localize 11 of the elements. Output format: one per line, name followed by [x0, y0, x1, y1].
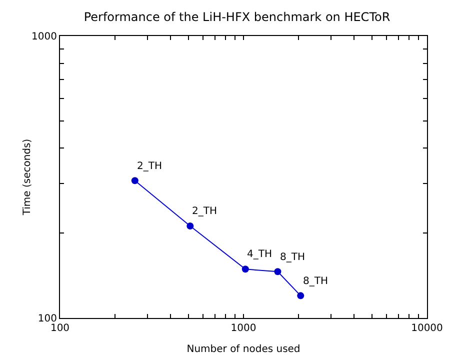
annotation: 2_TH	[192, 206, 217, 217]
annotation: 4_TH	[247, 249, 272, 260]
chart-title: Performance of the LiH-HFX benchmark on HECToR	[84, 10, 390, 24]
y-axis-title: Time (seconds)	[22, 138, 33, 216]
x-tick-label: 10000	[411, 323, 443, 334]
x-tick-label: 1000	[230, 323, 256, 334]
annotation: 8_TH	[280, 252, 305, 263]
annotation: 2_TH	[137, 161, 162, 172]
x-tick-label: 100	[50, 323, 70, 334]
annotation: 8_TH	[303, 276, 328, 287]
x-axis-title: Number of nodes used	[186, 344, 300, 355]
